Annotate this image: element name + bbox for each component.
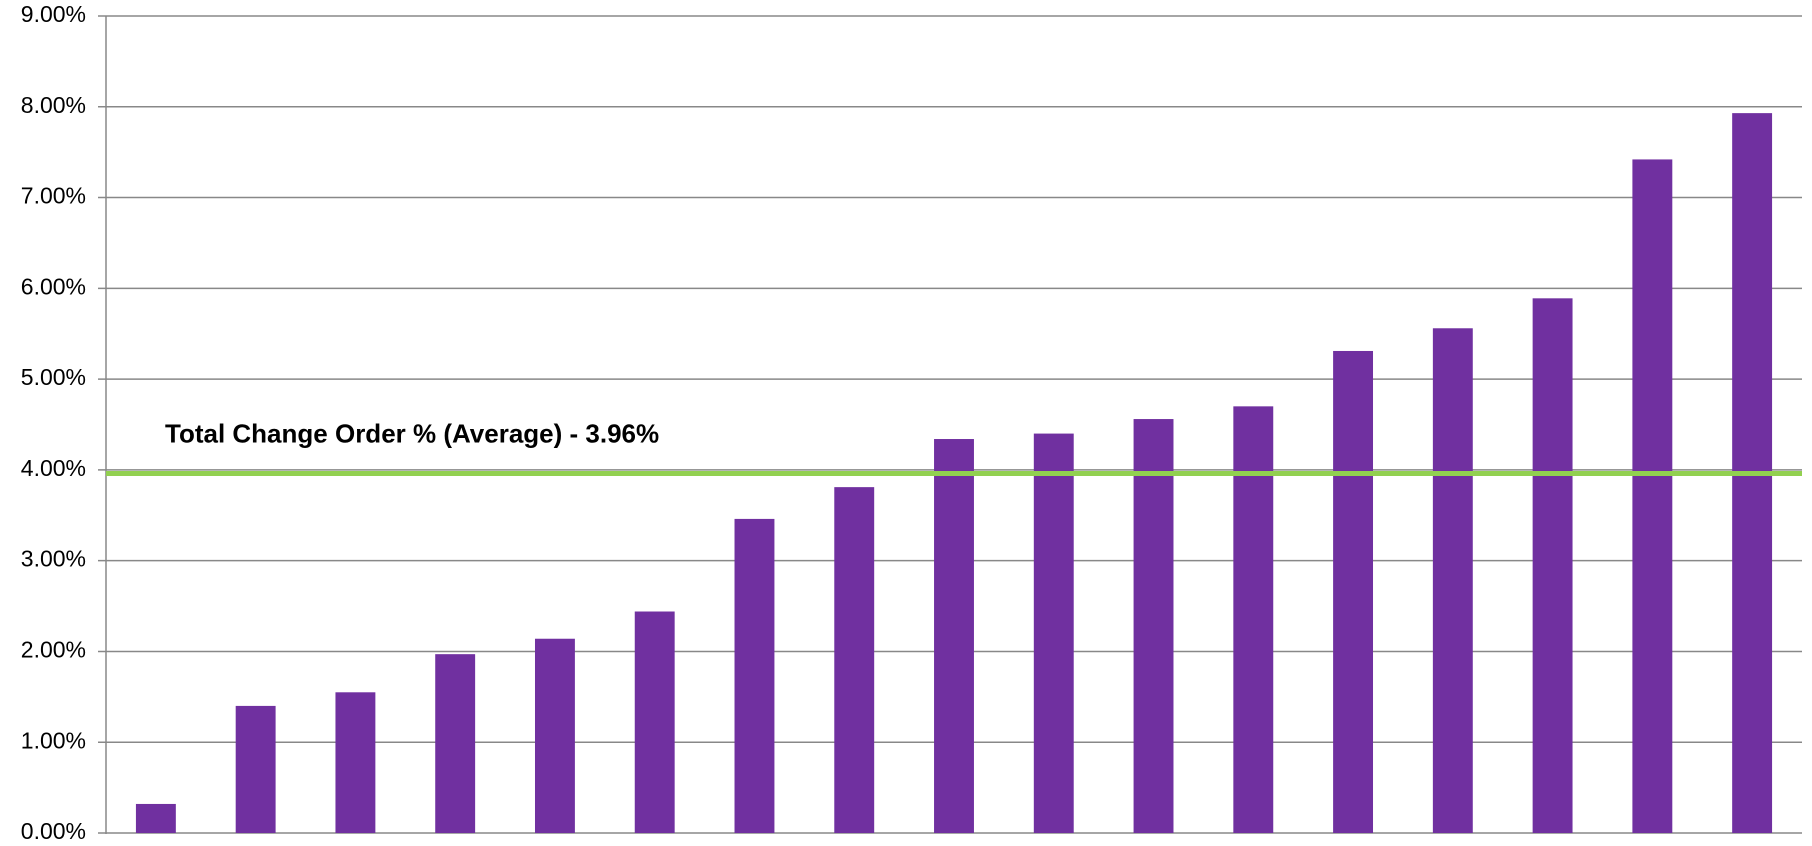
y-tick-label: 0.00% — [21, 818, 86, 844]
bar — [834, 487, 875, 833]
bar — [1632, 159, 1673, 833]
bar — [734, 518, 775, 833]
y-tick-label: 7.00% — [21, 183, 86, 209]
y-tick-label: 9.00% — [21, 1, 86, 27]
bar — [934, 439, 974, 833]
y-tick-label: 3.00% — [21, 546, 86, 572]
y-tick-label: 4.00% — [21, 455, 86, 481]
y-tick-label: 2.00% — [21, 637, 86, 663]
bar — [1532, 298, 1573, 834]
bar — [1432, 328, 1473, 833]
y-tick-label: 6.00% — [21, 273, 86, 299]
bar — [1333, 350, 1374, 833]
bar — [534, 638, 575, 833]
bar — [235, 705, 276, 833]
y-tick-label: 5.00% — [21, 364, 86, 390]
bar — [1233, 406, 1274, 833]
bar — [1133, 419, 1174, 833]
bar — [135, 803, 176, 833]
y-tick-label: 1.00% — [21, 727, 86, 753]
average-label: Total Change Order % (Average) - 3.96% — [165, 418, 659, 448]
bar — [335, 692, 376, 833]
bar — [634, 611, 675, 833]
bar — [1033, 433, 1074, 833]
y-tick-label: 8.00% — [21, 92, 86, 118]
bar — [435, 654, 476, 833]
